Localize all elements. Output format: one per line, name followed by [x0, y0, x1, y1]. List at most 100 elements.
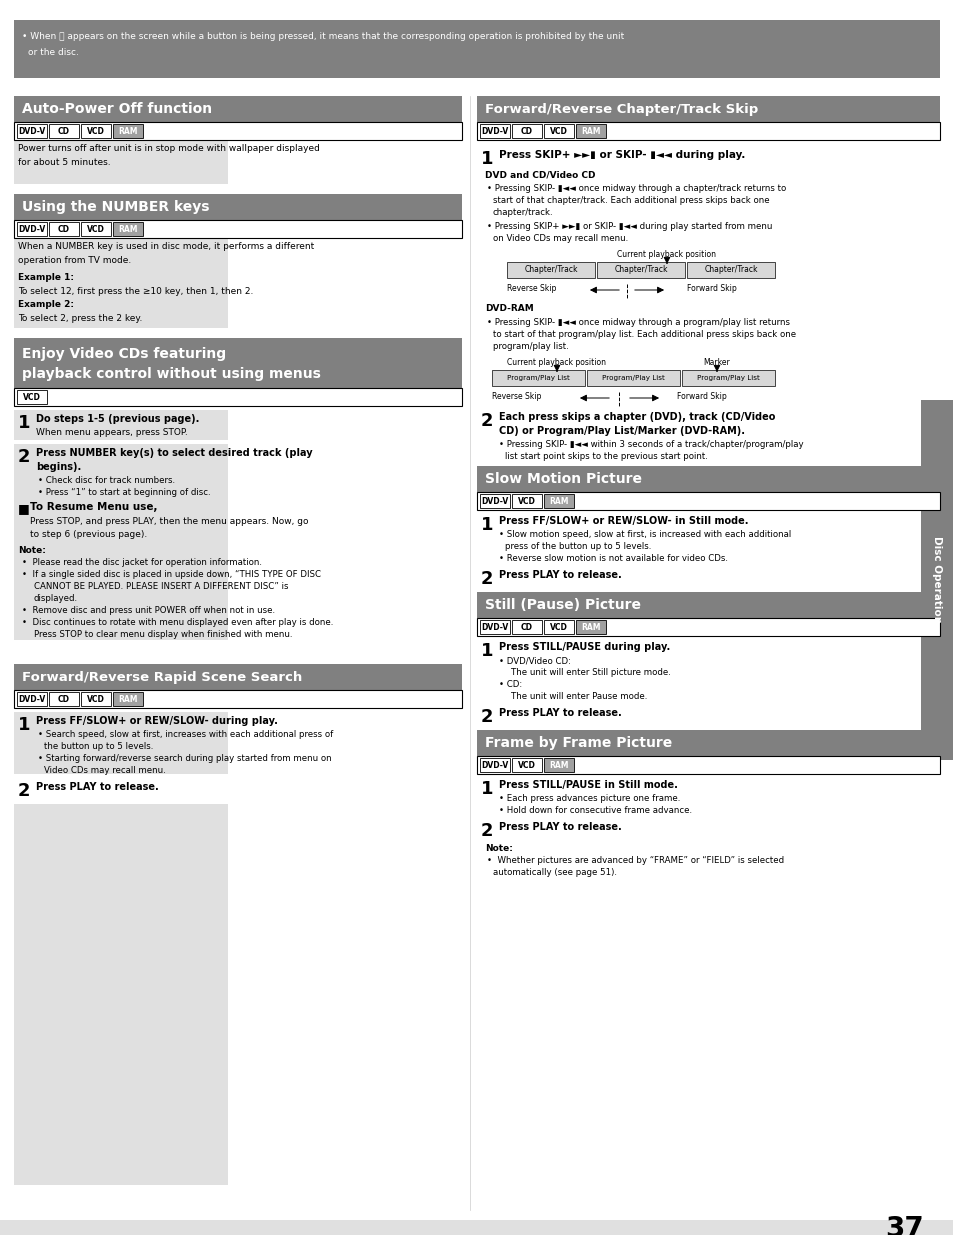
Text: begins).: begins). [36, 462, 81, 472]
Text: program/play list.: program/play list. [493, 342, 568, 351]
Bar [476, 492, 939, 510]
Text: • Each press advances picture one frame.: • Each press advances picture one frame. [498, 794, 679, 803]
Text: Forward Skip: Forward Skip [677, 391, 726, 401]
Bar [112, 692, 143, 706]
Text: • DVD/Video CD:: • DVD/Video CD: [498, 656, 571, 664]
Text: Reverse Skip: Reverse Skip [492, 391, 540, 401]
Bar [597, 262, 684, 278]
Text: 1: 1 [18, 716, 30, 734]
Bar [14, 238, 228, 329]
Text: • Press “1” to start at beginning of disc.: • Press “1” to start at beginning of dis… [38, 488, 211, 496]
Text: When menu appears, press STOP.: When menu appears, press STOP. [36, 429, 188, 437]
Text: chapter/track.: chapter/track. [493, 207, 553, 217]
Text: CANNOT BE PLAYED. PLEASE INSERT A DIFFERENT DISC” is: CANNOT BE PLAYED. PLEASE INSERT A DIFFER… [34, 582, 288, 592]
Text: DVD-V: DVD-V [18, 225, 46, 233]
Bar [14, 445, 228, 496]
Bar [14, 410, 228, 440]
Bar [81, 222, 111, 236]
Text: CD: CD [58, 694, 70, 704]
Text: on Video CDs may recall menu.: on Video CDs may recall menu. [493, 233, 628, 243]
Text: RAM: RAM [118, 225, 137, 233]
Text: for about 5 minutes.: for about 5 minutes. [18, 158, 111, 167]
Text: to step 6 (previous page).: to step 6 (previous page). [30, 530, 147, 538]
Text: DVD-V: DVD-V [18, 126, 46, 136]
Text: DVD-V: DVD-V [18, 694, 46, 704]
Text: Marker: Marker [703, 358, 730, 367]
Text: • Hold down for consecutive frame advance.: • Hold down for consecutive frame advanc… [498, 806, 691, 815]
Text: •  Disc continues to rotate with menu displayed even after play is done.: • Disc continues to rotate with menu dis… [22, 618, 333, 627]
Text: When a NUMBER key is used in disc mode, it performs a different: When a NUMBER key is used in disc mode, … [18, 242, 314, 251]
Text: • CD:: • CD: [498, 680, 521, 689]
Text: • Pressing SKIP- ▮◄◄ once midway through a chapter/track returns to: • Pressing SKIP- ▮◄◄ once midway through… [486, 184, 785, 193]
Text: Forward Skip: Forward Skip [686, 284, 736, 293]
Text: • Pressing SKIP- ▮◄◄ within 3 seconds of a track/chapter/program/play: • Pressing SKIP- ▮◄◄ within 3 seconds of… [498, 440, 802, 450]
Text: Press FF/SLOW+ or REW/SLOW- during play.: Press FF/SLOW+ or REW/SLOW- during play. [36, 716, 277, 726]
Text: • Slow motion speed, slow at first, is increased with each additional: • Slow motion speed, slow at first, is i… [498, 530, 790, 538]
Text: VCD: VCD [517, 761, 536, 769]
Text: •  If a single sided disc is placed in upside down, “THIS TYPE OF DISC: • If a single sided disc is placed in up… [22, 571, 320, 579]
Bar [479, 124, 510, 138]
Text: Press FF/SLOW+ or REW/SLOW- in Still mode.: Press FF/SLOW+ or REW/SLOW- in Still mod… [498, 516, 748, 526]
Text: Using the NUMBER keys: Using the NUMBER keys [22, 200, 210, 214]
Bar [492, 370, 584, 387]
Bar [476, 618, 939, 636]
Bar [543, 758, 574, 772]
Bar [17, 692, 47, 706]
Text: 1: 1 [480, 149, 493, 168]
Text: 1: 1 [480, 781, 493, 798]
Text: 1: 1 [480, 642, 493, 659]
Bar [476, 730, 939, 756]
Bar [14, 388, 461, 406]
Text: • When ⓪ appears on the screen while a button is being pressed, it means that th: • When ⓪ appears on the screen while a b… [22, 32, 623, 41]
Bar [479, 494, 510, 508]
Text: CD: CD [520, 622, 533, 631]
Text: The unit will enter Still picture mode.: The unit will enter Still picture mode. [511, 668, 670, 677]
Text: Example 2:: Example 2: [18, 300, 74, 309]
Text: Current playback position: Current playback position [617, 249, 716, 259]
Text: Press PLAY to release.: Press PLAY to release. [498, 571, 621, 580]
Text: list start point skips to the previous start point.: list start point skips to the previous s… [504, 452, 707, 461]
Text: VCD: VCD [87, 225, 105, 233]
Bar [112, 124, 143, 138]
Text: 2: 2 [18, 782, 30, 800]
Text: • Search speed, slow at first, increases with each additional press of: • Search speed, slow at first, increases… [38, 730, 333, 739]
Text: • Starting forward/reverse search during play started from menu on: • Starting forward/reverse search during… [38, 755, 332, 763]
Text: •  Whether pictures are advanced by “FRAME” or “FIELD” is selected: • Whether pictures are advanced by “FRAM… [486, 856, 783, 864]
Bar [81, 124, 111, 138]
Bar [14, 338, 461, 388]
Text: Each press skips a chapter (DVD), track (CD/Video: Each press skips a chapter (DVD), track … [498, 412, 775, 422]
Bar [14, 122, 461, 140]
Text: • Check disc for track numbers.: • Check disc for track numbers. [38, 475, 175, 485]
Text: Note:: Note: [484, 844, 513, 853]
Text: 2: 2 [480, 412, 493, 430]
Bar [17, 222, 47, 236]
Bar [686, 262, 774, 278]
Text: Power turns off after unit is in stop mode with wallpaper displayed: Power turns off after unit is in stop mo… [18, 144, 319, 153]
Bar [576, 620, 605, 634]
Text: Forward/Reverse Chapter/Track Skip: Forward/Reverse Chapter/Track Skip [484, 103, 758, 116]
Text: • Pressing SKIP+ ►►▮ or SKIP- ▮◄◄ during play started from menu: • Pressing SKIP+ ►►▮ or SKIP- ▮◄◄ during… [486, 222, 772, 231]
Text: RAM: RAM [118, 126, 137, 136]
Text: Press SKIP+ ►►▮ or SKIP- ▮◄◄ during play.: Press SKIP+ ►►▮ or SKIP- ▮◄◄ during play… [498, 149, 744, 161]
Bar [14, 140, 228, 184]
Text: the button up to 5 levels.: the button up to 5 levels. [44, 742, 153, 751]
Bar [681, 370, 774, 387]
Text: 2: 2 [480, 571, 493, 588]
Text: start of that chapter/track. Each additional press skips back one: start of that chapter/track. Each additi… [493, 196, 769, 205]
Text: Frame by Frame Picture: Frame by Frame Picture [484, 736, 672, 750]
Text: Disc Operation: Disc Operation [931, 536, 941, 624]
Text: 37: 37 [884, 1215, 923, 1235]
Bar [17, 390, 47, 404]
Text: to start of that program/play list. Each additional press skips back one: to start of that program/play list. Each… [493, 330, 796, 338]
Text: VCD: VCD [517, 496, 536, 505]
Text: RAM: RAM [580, 622, 600, 631]
Text: Press STOP, and press PLAY, then the menu appears. Now, go: Press STOP, and press PLAY, then the men… [30, 517, 308, 526]
Text: • Pressing SKIP- ▮◄◄ once midway through a program/play list returns: • Pressing SKIP- ▮◄◄ once midway through… [486, 317, 789, 327]
Text: Program/Play List: Program/Play List [601, 375, 664, 382]
Text: DVD-V: DVD-V [481, 761, 508, 769]
Text: or the disc.: or the disc. [28, 48, 79, 57]
Text: Chapter/Track: Chapter/Track [524, 266, 578, 274]
Text: Video CDs may recall menu.: Video CDs may recall menu. [44, 766, 166, 776]
Text: Program/Play List: Program/Play List [507, 375, 569, 382]
Text: CD: CD [58, 126, 70, 136]
